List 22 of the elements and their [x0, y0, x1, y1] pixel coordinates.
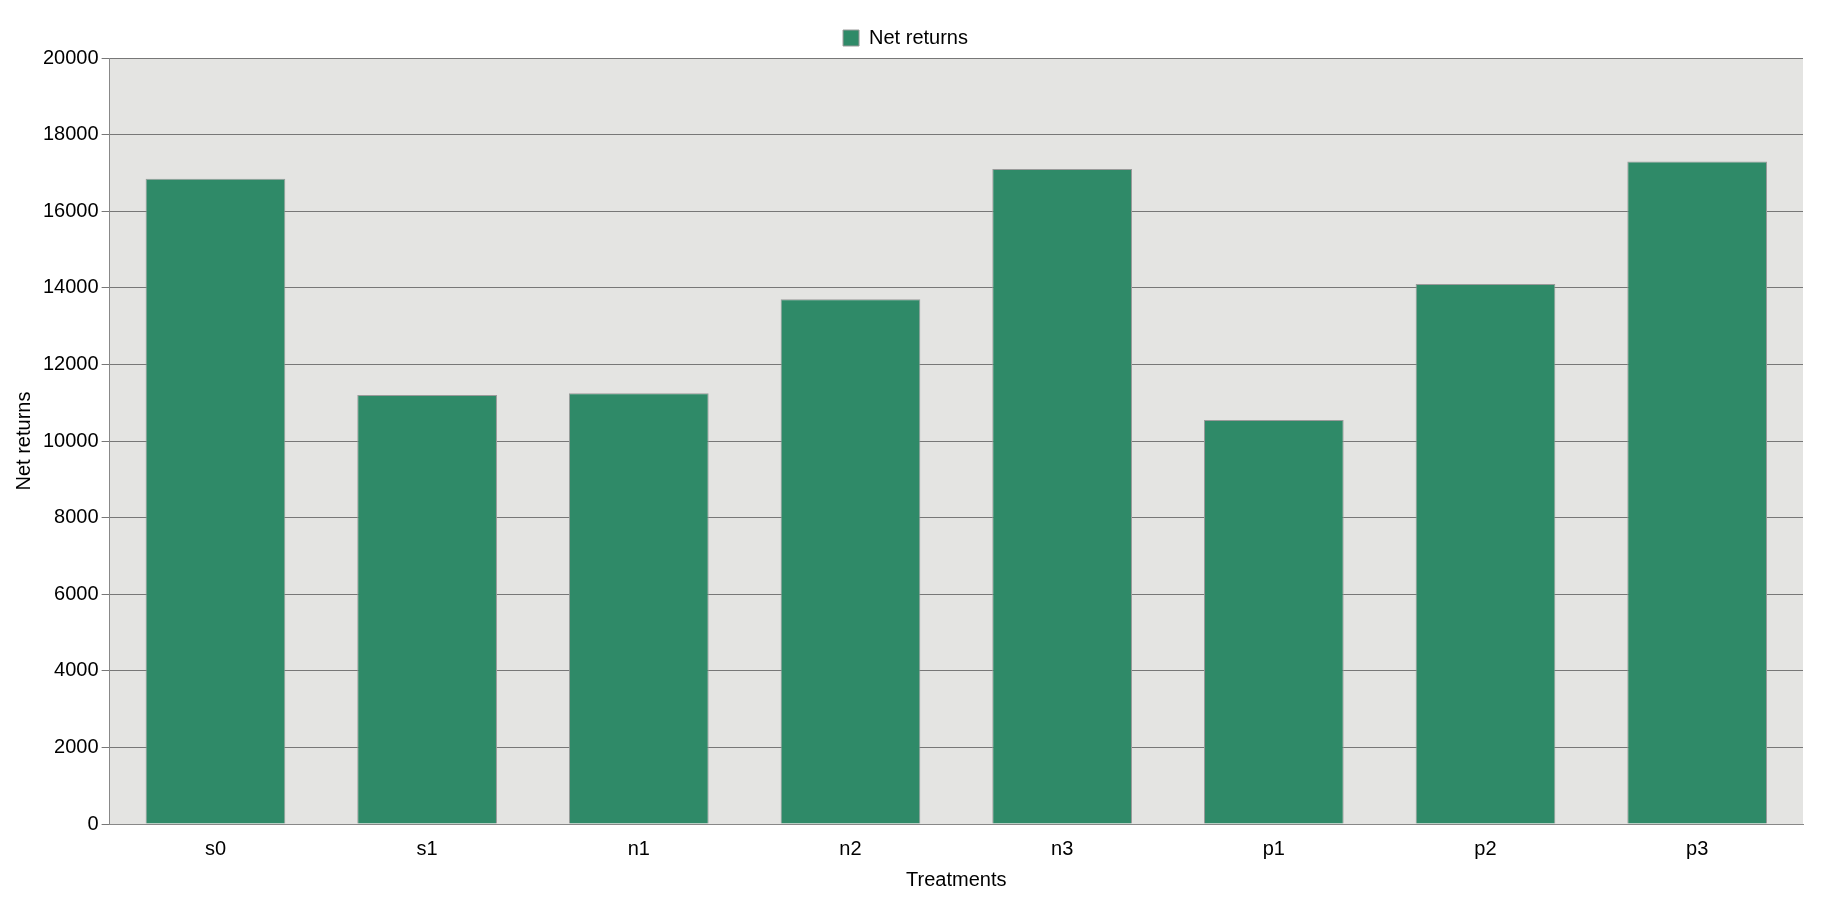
- y-axis-title: Net returns: [11, 391, 34, 491]
- legend-label: Net returns: [869, 25, 968, 48]
- x-tick-label: n2: [839, 836, 862, 859]
- y-tick-label: 16000: [42, 198, 99, 221]
- x-tick-label: n1: [627, 836, 650, 859]
- x-axis-title: Treatments: [906, 867, 1007, 890]
- y-tick-label: 8000: [54, 505, 99, 528]
- y-tick-label: 6000: [54, 581, 99, 604]
- y-tick-label: 10000: [42, 428, 99, 451]
- x-tick-label: n3: [1051, 836, 1074, 859]
- y-tick-label: 14000: [42, 275, 99, 298]
- y-tick-label: 18000: [42, 122, 99, 145]
- x-tick-label: s0: [204, 836, 227, 859]
- y-tick-label: 4000: [54, 658, 99, 681]
- y-tick-label: 0: [87, 811, 99, 834]
- y-tick-label: 20000: [42, 45, 99, 68]
- x-tick-label: p2: [1474, 836, 1497, 859]
- y-tick-label: 12000: [42, 351, 99, 374]
- x-tick-label: p3: [1686, 836, 1709, 859]
- x-tick-label: p1: [1262, 836, 1285, 859]
- x-tick-label: s1: [416, 836, 438, 859]
- y-tick-label: 2000: [54, 734, 99, 757]
